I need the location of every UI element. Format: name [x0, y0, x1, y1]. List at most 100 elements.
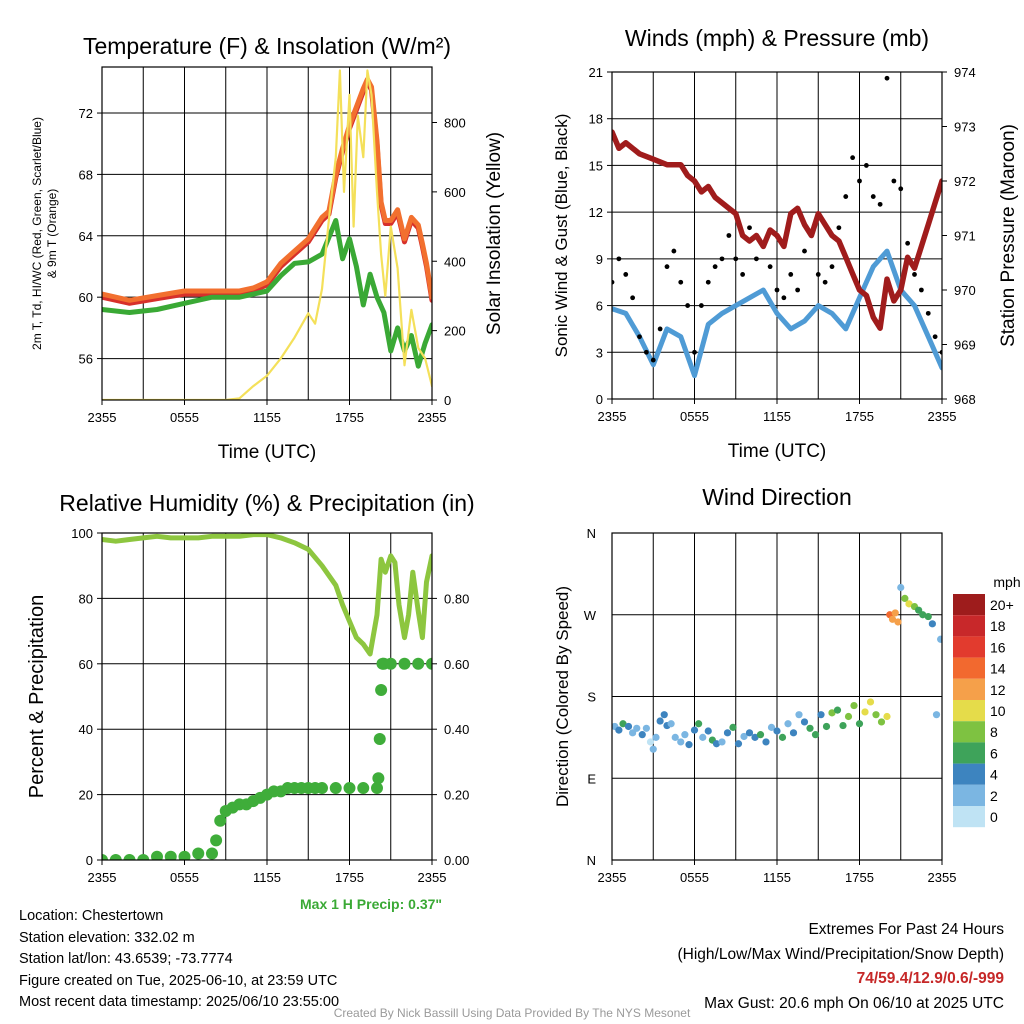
legend-label: 2: [990, 788, 998, 804]
plot-area: [102, 533, 432, 860]
wind-direction-point: [756, 731, 765, 739]
gust-point: [822, 279, 828, 285]
legend-label: 16: [990, 639, 1006, 655]
legend-label: 10: [990, 703, 1006, 719]
gust-point: [630, 295, 636, 301]
relative-humidity-line: [102, 533, 432, 657]
wind-direction-point: [850, 701, 858, 710]
precipitation-point: [210, 834, 223, 847]
y2-tick-label: 974: [954, 65, 976, 80]
y2-tick-label: 0.00: [444, 853, 469, 868]
precipitation-point: [357, 782, 370, 795]
y2-tick-label: 971: [954, 229, 976, 244]
wind-direction-point: [800, 718, 809, 726]
plot-area: [102, 69, 432, 400]
wind-direction-point: [891, 609, 899, 617]
gust-point: [616, 256, 622, 262]
wind-direction-point: [778, 733, 787, 741]
gust-point: [788, 272, 794, 277]
wind-direction-point: [638, 731, 646, 739]
y2-tick-label: 968: [954, 392, 976, 407]
chart-title: Wind Direction: [702, 484, 852, 510]
x-tick-label: 1155: [253, 870, 281, 885]
precipitation-point: [398, 657, 411, 670]
y2-axis-label: Solar Insolation (Yellow): [484, 132, 505, 335]
max-gust: Max Gust: 20.6 mph On 06/10 at 2025 UTC: [704, 994, 1004, 1012]
wind-direction-point: [928, 620, 936, 628]
x-tick-label: 1755: [845, 870, 874, 885]
wind-direction-point: [699, 733, 707, 741]
wind-direction-point: [633, 724, 641, 732]
gust-point: [857, 178, 862, 184]
y2-tick-label: 0.60: [444, 657, 469, 672]
gust-point: [891, 178, 897, 184]
y-axis-label-line2: & 9m T (Orange): [45, 189, 59, 279]
wind-direction-point: [817, 711, 825, 719]
legend-title: mph: [993, 574, 1020, 590]
precipitation-point: [206, 847, 218, 860]
y2-tick-label: 0: [444, 393, 451, 408]
wind-direction-point: [642, 724, 650, 732]
chart-panel-2: Winds (mph) & Pressure (mb) 2355 0555 1155 1…: [552, 25, 1019, 462]
y-tick-label: 12: [589, 205, 603, 220]
wind-direction-point: [888, 615, 897, 623]
x-tick-label: 1155: [763, 870, 791, 885]
gust-point: [650, 357, 656, 363]
wind-direction-point: [932, 711, 941, 719]
wind-direction-point: [839, 721, 847, 730]
gust-point: [637, 334, 642, 340]
gust-point: [795, 287, 801, 293]
y-tick-label: 0: [596, 392, 603, 407]
precipitation-point: [375, 683, 388, 696]
sonic-wind-line: [612, 248, 942, 379]
y-tick-label: S: [587, 690, 596, 705]
x-tick-label: 1755: [335, 870, 364, 885]
legend-label: 8: [990, 724, 998, 740]
x-axis-label: Time (UTC): [728, 441, 827, 462]
wind-direction-point: [718, 738, 726, 746]
plot-area: [612, 75, 942, 379]
legend-swatch: [953, 700, 985, 722]
y2-tick-label: 969: [954, 338, 976, 353]
gust-point: [918, 287, 924, 293]
speed-legend: mph 20+ 18 16 14 12 10 8 6 4 2 0: [953, 574, 1021, 828]
gust-point: [767, 264, 773, 270]
x-tick-label: 0555: [680, 409, 709, 424]
x-tick-label: 2355: [598, 409, 627, 424]
y-tick-label: 6: [596, 299, 603, 314]
wind-direction-point: [751, 733, 759, 741]
station-elevation: Station elevation: 332.02 m: [19, 929, 195, 946]
x-tick-label: 0555: [680, 870, 709, 885]
x-tick-label: 0555: [170, 410, 199, 425]
precipitation-point: [343, 782, 356, 795]
y-tick-label: 0: [86, 853, 93, 868]
gust-point: [925, 310, 931, 316]
legend-label: 6: [990, 745, 998, 761]
extremes-subtitle: (High/Low/Max Wind/Precipitation/Snow De…: [677, 945, 1005, 963]
y-axis-label: 2m T, Td, HI/WC (Red, Green, Scarlet/Blu…: [30, 117, 44, 350]
precipitation-point: [316, 782, 328, 795]
y2-tick-label: 973: [954, 120, 976, 135]
x-tick-label: 1155: [763, 409, 791, 424]
wind-direction-point: [877, 718, 886, 726]
legend-swatch: [953, 806, 985, 828]
gust-point: [712, 264, 718, 270]
y-tick-label: N: [587, 526, 596, 541]
gust-point: [905, 240, 911, 246]
gust-point: [678, 279, 684, 285]
y-tick-label: 56: [79, 352, 93, 367]
gust-point: [753, 256, 759, 262]
wind-direction-point: [789, 729, 798, 737]
y2-tick-label: 0.80: [444, 591, 469, 606]
precipitation-point: [329, 782, 342, 795]
wind-direction-point: [704, 727, 712, 735]
gust-point: [898, 186, 904, 192]
precipitation-point: [102, 854, 108, 860]
wind-direction-point: [734, 740, 743, 748]
wind-direction-point: [740, 732, 748, 741]
wind-direction-point: [811, 731, 820, 739]
wind-direction-point: [690, 726, 699, 734]
extremes-values: 74/59.4/12.9/0.6/-999: [856, 970, 1004, 987]
chart-panel-3: Relative Humidity (%) & Precipitation (i…: [26, 490, 475, 885]
